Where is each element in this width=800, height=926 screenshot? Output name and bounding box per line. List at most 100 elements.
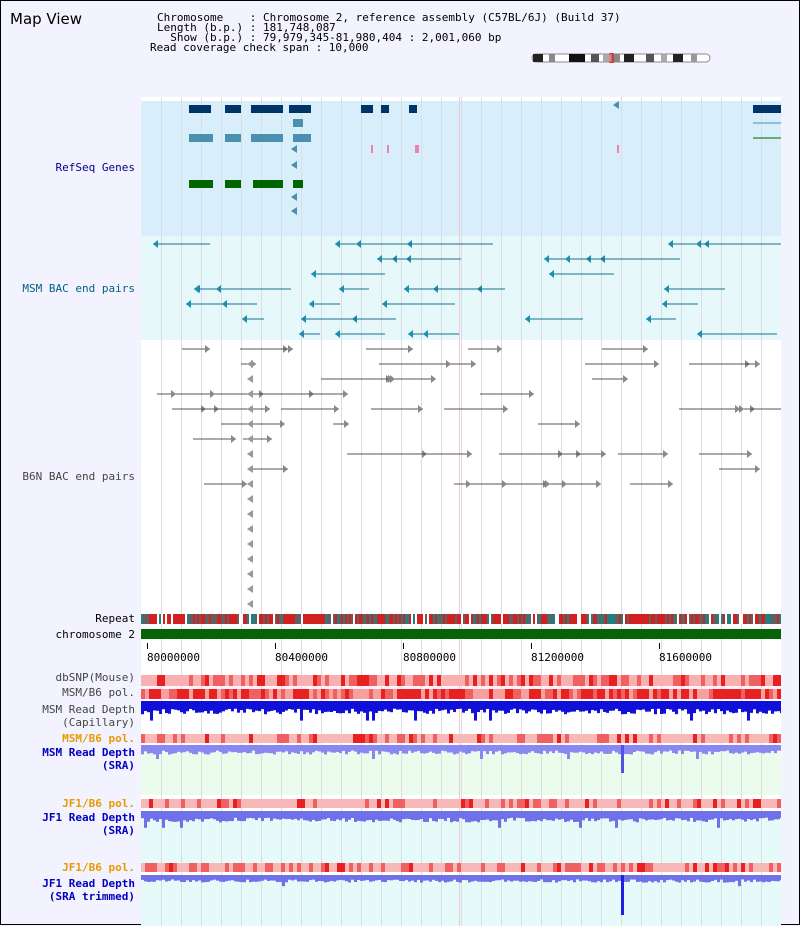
pol-cell <box>381 675 385 686</box>
pol-cell <box>145 799 149 808</box>
depth-bar <box>648 875 651 882</box>
pol-cell <box>665 734 669 743</box>
depth-bar <box>210 745 213 753</box>
pol-cell <box>153 863 157 872</box>
depth-bar <box>423 811 426 822</box>
depth-bar <box>372 811 375 823</box>
depth-bar <box>339 811 342 821</box>
pol-cell <box>305 799 309 808</box>
pol-cell <box>237 863 241 872</box>
pol-cell <box>329 799 333 808</box>
pol-cell <box>281 675 285 686</box>
pol-cell <box>273 863 277 872</box>
depth-bar <box>567 875 570 882</box>
grid-line <box>481 97 482 926</box>
pol-cell <box>177 863 181 872</box>
b6n-pair-end <box>601 450 606 458</box>
depth-bar <box>459 875 462 883</box>
pol-cell <box>733 863 737 872</box>
pol-cell <box>465 734 469 743</box>
chromosome-ideogram[interactable] <box>531 53 713 63</box>
depth-bar <box>681 701 684 711</box>
pol-cell <box>505 863 509 872</box>
depth-bar <box>669 701 672 710</box>
depth-bar <box>285 701 288 711</box>
depth-bar <box>381 875 384 882</box>
pol-cell <box>245 689 249 699</box>
depth-bar <box>156 811 159 822</box>
depth-bar <box>204 745 207 755</box>
depth-bar <box>630 875 633 880</box>
depth-bar <box>594 745 597 753</box>
pol-cell <box>617 863 621 872</box>
depth-bar <box>522 701 525 711</box>
depth-bar <box>498 701 501 711</box>
depth-bar <box>321 811 324 820</box>
depth-bar <box>750 745 753 754</box>
depth-bar <box>756 745 759 753</box>
depth-bar <box>558 811 561 820</box>
depth-bar <box>609 811 612 822</box>
depth-bar <box>588 875 591 882</box>
depth-bar <box>282 745 285 753</box>
depth-bar <box>654 701 657 715</box>
depth-bar <box>330 701 333 713</box>
depth-bar <box>159 701 162 714</box>
pol-cell <box>777 863 781 872</box>
depth-bar <box>291 701 294 710</box>
gene-arrow <box>291 193 297 201</box>
depth-bar <box>693 745 696 752</box>
pol-cell <box>385 799 389 808</box>
depth-bar <box>192 875 195 881</box>
b6n-pair-end <box>545 480 550 488</box>
depth-bar <box>342 875 345 881</box>
depth-bar <box>231 875 234 881</box>
depth-bar <box>243 811 246 822</box>
depth-bar <box>195 875 198 882</box>
pol-cell <box>593 675 597 686</box>
b6n-pair-end <box>431 375 436 383</box>
pol-cell <box>533 689 537 699</box>
depth-bar <box>489 745 492 752</box>
depth-bar <box>558 875 561 882</box>
depth-bar <box>546 745 549 754</box>
depth-bar <box>324 811 327 820</box>
pol-cell <box>741 734 745 743</box>
pol-cell <box>265 734 269 743</box>
depth-bar <box>513 875 516 881</box>
pol-cell <box>653 675 657 686</box>
pol-cell <box>593 799 597 808</box>
pol-cell <box>761 734 765 743</box>
depth-bar <box>414 875 417 883</box>
pol-cell <box>761 689 765 699</box>
gene-block <box>361 105 373 113</box>
pol-cell <box>293 689 297 699</box>
b6n-pair-end <box>596 480 601 488</box>
pol-cell <box>273 689 277 699</box>
pol-cell <box>225 863 229 872</box>
b6n-pair-end <box>668 480 673 488</box>
pol-cell <box>489 734 493 743</box>
depth-bar <box>606 745 609 755</box>
depth-bar <box>660 701 663 714</box>
chromosome-bar[interactable] <box>141 629 781 639</box>
pol-cell <box>309 689 313 699</box>
pol-cell <box>297 689 301 699</box>
depth-bar <box>249 745 252 753</box>
pol-cell <box>197 734 201 743</box>
feature-canvas[interactable] <box>141 97 781 926</box>
pol-cell <box>777 689 781 699</box>
pol-cell <box>613 675 617 686</box>
depth-bar <box>306 745 309 753</box>
pol-cell <box>461 689 465 699</box>
pol-cell <box>297 675 301 686</box>
pol-cell <box>161 734 165 743</box>
depth-bar <box>567 811 570 822</box>
pol-cell <box>713 675 717 686</box>
depth-bar <box>228 811 231 822</box>
depth-bar <box>441 811 444 820</box>
label-jf1-depth-trim-sub: (SRA trimmed) <box>48 890 135 903</box>
depth-bar <box>420 811 423 820</box>
repeat-track[interactable] <box>141 614 781 624</box>
page-title: Map View <box>10 10 83 28</box>
